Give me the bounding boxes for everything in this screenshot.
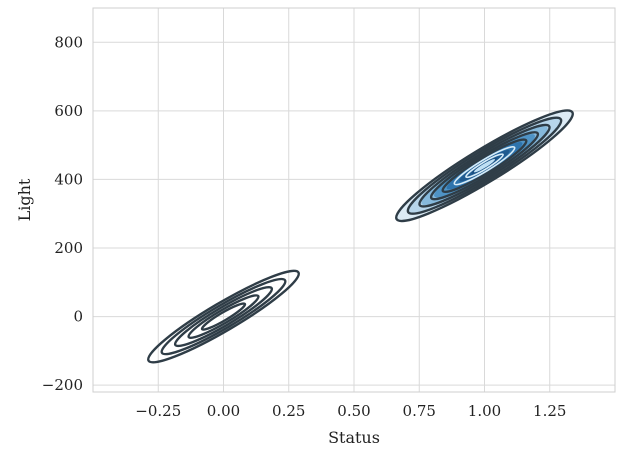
contour-line	[187, 294, 260, 340]
x-tick-label: 0.00	[207, 402, 240, 420]
contour-line	[418, 123, 551, 208]
x-tick-label: −0.25	[135, 402, 181, 420]
contour-line	[441, 138, 528, 194]
y-tick-label: −200	[42, 376, 83, 394]
x-tick-label: 0.50	[337, 402, 370, 420]
contour-line	[406, 116, 563, 215]
contour-line	[465, 153, 504, 179]
x-tick-label: 1.00	[468, 402, 501, 420]
y-tick-label: 0	[73, 308, 83, 326]
x-tick-label: 1.25	[533, 402, 566, 420]
contour-line	[453, 146, 516, 186]
contour-line	[147, 269, 300, 364]
x-tick-label: 0.25	[272, 402, 305, 420]
contour-cluster	[395, 109, 574, 223]
contour-line	[200, 302, 247, 331]
y-tick-label: 200	[54, 239, 83, 257]
y-axis-ticks: −200 0 200 400 600 800	[42, 33, 83, 394]
contour-layer	[147, 109, 574, 364]
y-axis-label: Light	[15, 178, 34, 221]
y-tick-label: 400	[54, 170, 83, 188]
density-core	[473, 159, 496, 173]
y-tick-label: 600	[54, 102, 83, 120]
x-axis-label: Status	[328, 428, 380, 447]
contour-line	[173, 285, 274, 348]
x-axis-ticks: −0.25 0.00 0.25 0.50 0.75 1.00 1.25	[135, 402, 566, 420]
grid	[93, 8, 615, 392]
contour-cluster	[147, 269, 300, 364]
y-tick-label: 800	[54, 33, 83, 51]
contour-line	[160, 277, 287, 356]
contour-line	[395, 109, 574, 223]
x-tick-label: 0.75	[403, 402, 436, 420]
contour-line	[429, 131, 540, 201]
plot-frame	[92, 7, 616, 393]
